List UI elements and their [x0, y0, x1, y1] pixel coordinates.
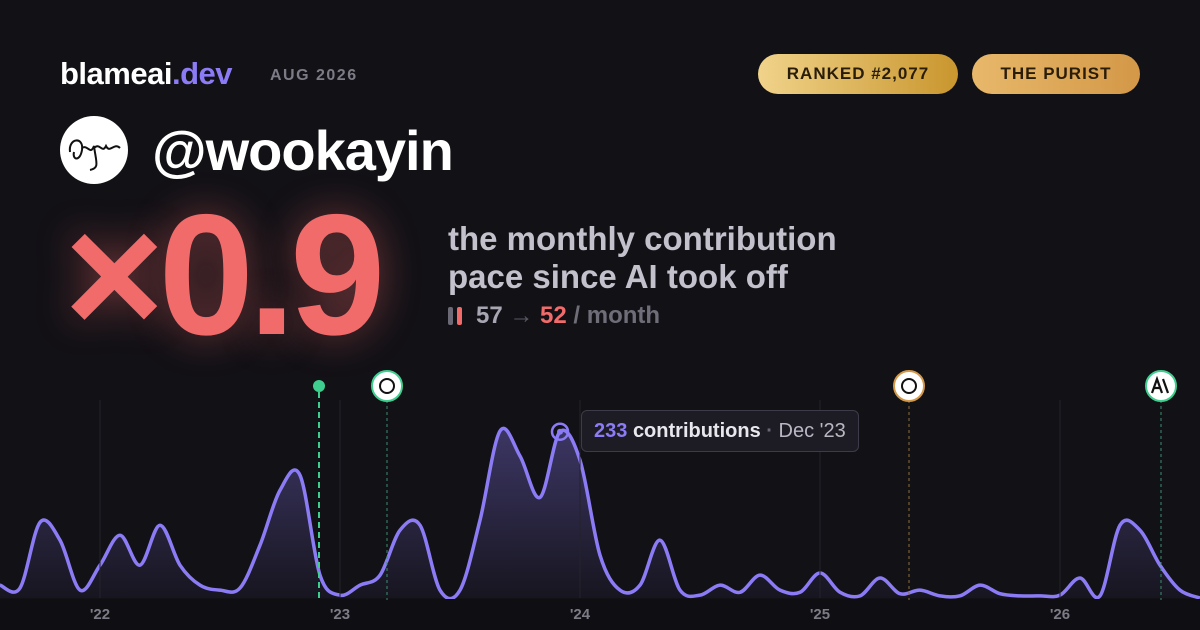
x-tick-label: '25: [810, 606, 830, 623]
pace: 57 → 52 / month: [448, 302, 660, 330]
tooltip: 233 contributions · Dec '23: [581, 410, 859, 452]
x-tick-label: '23: [330, 606, 350, 623]
x-tick-label: '22: [90, 606, 110, 623]
tooltip-date: Dec '23: [778, 420, 846, 442]
pace-after: 52: [540, 302, 567, 329]
handle: @wookayin: [152, 119, 454, 182]
avatar: [60, 116, 128, 184]
period: AUG 2026: [270, 67, 358, 84]
tooltip-sep: ·: [766, 420, 773, 442]
brand-name: blameai: [60, 56, 172, 91]
description: pace since AI took off: [448, 258, 788, 295]
pace-unit: / month: [573, 302, 661, 329]
description: the monthly contribution: [448, 220, 837, 257]
tooltip-value: 233: [594, 420, 628, 442]
series: [0, 422, 1200, 601]
multiplier: ×0.9: [64, 179, 386, 371]
chart: '26 '25 '24 '23 '22: [0, 370, 1200, 630]
highlight-dot: [557, 428, 563, 435]
pace-arrow: →: [509, 302, 534, 329]
pace-before: 57: [476, 302, 503, 329]
x-tick-label: '24: [570, 606, 591, 623]
highlight-point: [550, 422, 570, 441]
title-badge: THE PURIST: [972, 54, 1140, 94]
rank-badge: RANKED #2,077: [758, 54, 958, 94]
x-tick-label: '26: [1050, 606, 1070, 623]
events: [313, 370, 1177, 600]
area: [0, 428, 1200, 599]
pace-icon: [448, 307, 462, 325]
brand-suffix: .dev: [171, 56, 233, 91]
line: [0, 426, 1200, 601]
tooltip-label: contributions: [632, 420, 761, 442]
axis-band: [0, 599, 1200, 630]
brand: blameai.dev: [60, 56, 232, 92]
